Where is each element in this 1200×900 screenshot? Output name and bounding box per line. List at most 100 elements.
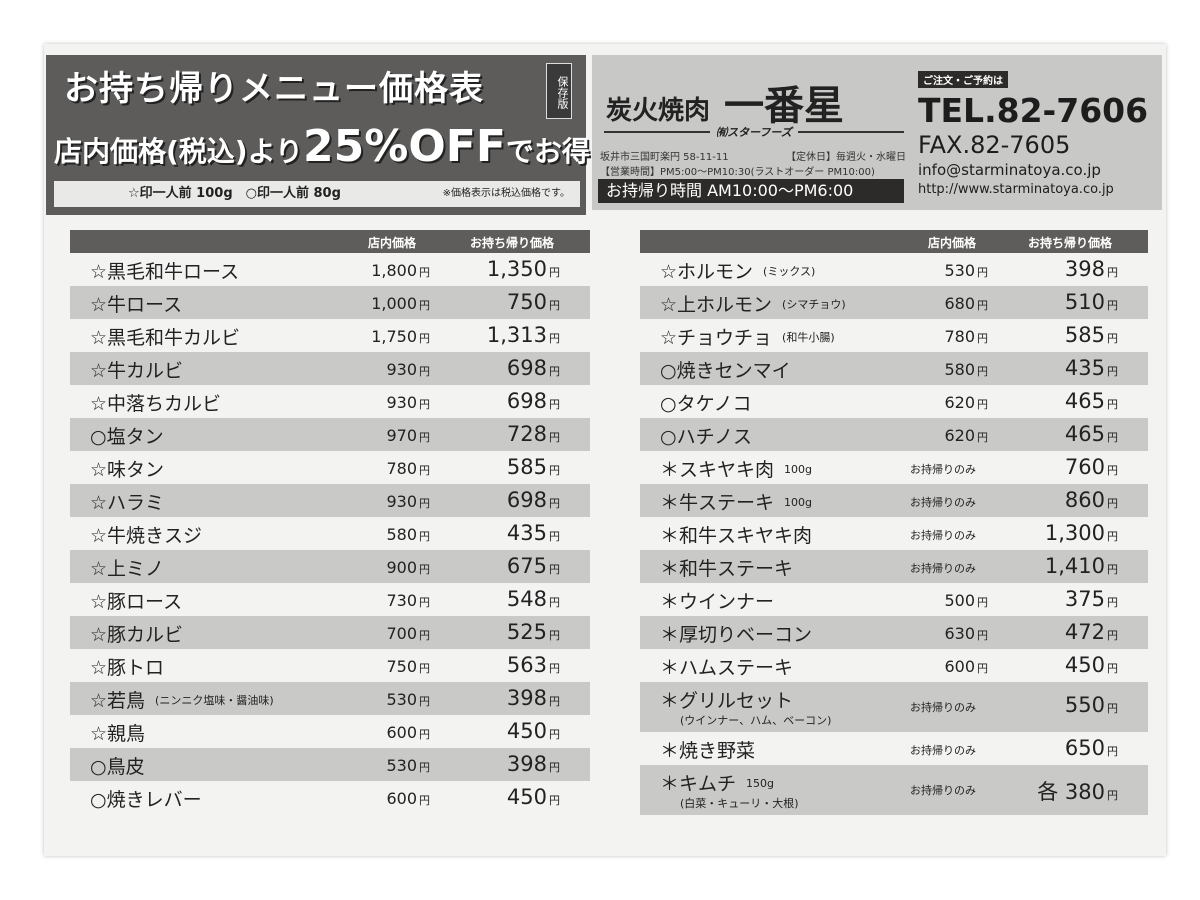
takeout-price-value: 550 [1064, 693, 1105, 717]
table-header: 店内価格 お持ち帰り価格 [640, 230, 1148, 253]
takeout-price-value: 563 [506, 653, 547, 677]
item-name-text: ＊厚切りベーコン [660, 624, 813, 646]
store-price: 630 円 [898, 624, 988, 643]
portion-text: ☆印一人前 100g ○印一人前 80g [128, 186, 341, 201]
store-price-value: 1,000 [371, 294, 417, 313]
yen-unit: 円 [419, 596, 430, 609]
item-detail: (ウインナー、ハム、ベーコン) [680, 714, 832, 727]
table-row: ☆黒毛和牛ロース 1,800 円 1,350 円 [70, 253, 590, 286]
store-price: 1,000 円 [340, 294, 430, 313]
store-price-value: 700 [386, 624, 417, 643]
yen-unit: 円 [549, 398, 560, 411]
takeout-price: 698 円 [450, 488, 560, 512]
takeout-price-value: 525 [506, 620, 547, 644]
store-price-value: 630 [944, 624, 975, 643]
takeout-price-value: 585 [506, 455, 547, 479]
table-row: ○焼きレバー 600 円 450 円 [70, 781, 590, 814]
yen-unit: 円 [977, 629, 988, 642]
table-row: ☆若鳥 (ニンニク塩味・醤油味) 530 円 398 円 [70, 682, 590, 715]
item-name: ○焼きセンマイ [660, 356, 791, 383]
takeout-price: 465 円 [1008, 389, 1118, 413]
item-name: ☆黒毛和牛ロース [90, 257, 239, 284]
store-price: 600 円 [898, 657, 988, 676]
takeout-price-value: 698 [506, 389, 547, 413]
takeout-only-label: お持帰りのみ [910, 562, 976, 575]
item-name-text: ＊スキヤキ肉 [660, 459, 775, 481]
store-price-value: 900 [386, 558, 417, 577]
takeout-price-value: 1,350 [486, 257, 547, 281]
store-price: 900 円 [340, 558, 430, 577]
takeout-price: 750 円 [450, 290, 560, 314]
item-name: ○ハチノス [660, 422, 752, 449]
store-price-value: 600 [944, 657, 975, 676]
takeout-price: 698 円 [450, 356, 560, 380]
yen-unit: 円 [549, 563, 560, 576]
discount-prefix: 店内価格(税込)より [54, 135, 304, 168]
address: 坂井市三国町楽円 58-11-11 [600, 152, 729, 163]
takeout-price-value: 375 [1064, 587, 1105, 611]
takeout-price: 398 円 [450, 752, 560, 776]
item-note: (ミックス) [763, 265, 816, 278]
website-url: http://www.starminatoya.co.jp [918, 182, 1114, 197]
closed-days: 【定休日】毎週火・水曜日 [786, 152, 906, 163]
takeout-price-value: 435 [506, 521, 547, 545]
item-name: ○鳥皮 [90, 752, 145, 779]
yen-unit: 円 [1107, 266, 1118, 279]
table-row: ＊ハムステーキ 600 円 450 円 [640, 649, 1148, 682]
yen-unit: 円 [1107, 662, 1118, 675]
table-row: ☆牛ロース 1,000 円 750 円 [70, 286, 590, 319]
yen-unit: 円 [419, 761, 430, 774]
item-name: ＊和牛ステーキ [660, 554, 793, 581]
takeout-price: 472 円 [1008, 620, 1118, 644]
shop-info: 炭火焼肉 一番星 ㈲スターフーズ 坂井市三国町楽円 58-11-11 【定休日】毎週… [592, 55, 1162, 210]
table-row: ＊焼き野菜 お持帰りのみ 650 円 [640, 732, 1148, 765]
item-name: ＊厚切りベーコン [660, 620, 812, 647]
table-row: ☆豚ロース 730 円 548 円 [70, 583, 590, 616]
item-name-text: ☆上ホルモン [660, 294, 773, 316]
item-note: 100g [784, 496, 812, 509]
discount-suffix: でお得! [505, 135, 603, 168]
table-row: ＊牛ステーキ 100g お持帰りのみ 860 円 [640, 484, 1148, 517]
takeout-price: 585 円 [1008, 323, 1118, 347]
yen-unit: 円 [419, 266, 430, 279]
yen-unit: 円 [419, 497, 430, 510]
shop-logo: 炭火焼肉 一番星 [606, 73, 844, 131]
item-name-text: ☆若鳥 [90, 690, 146, 712]
yen-unit: 円 [549, 299, 560, 312]
table-row: ☆親鳥 600 円 450 円 [70, 715, 590, 748]
takeout-price-value: 各 380 [1037, 780, 1105, 804]
item-name: ○塩タン [90, 422, 164, 449]
item-name-text: ＊グリルセット [660, 690, 794, 712]
takeout-price: 465 円 [1008, 422, 1118, 446]
store-price-value: 1,800 [371, 261, 417, 280]
table-row: ☆豚カルビ 700 円 525 円 [70, 616, 590, 649]
yen-unit: 円 [1107, 530, 1118, 543]
takeout-price-value: 450 [1064, 653, 1105, 677]
takeout-price: 1,410 円 [1008, 554, 1118, 578]
store-price-value: 1,750 [371, 327, 417, 346]
takeout-price-value: 398 [1064, 257, 1105, 281]
table-row: ○塩タン 970 円 728 円 [70, 418, 590, 451]
item-name: ☆中落ちカルビ [90, 389, 221, 416]
item-name-text: ☆豚ロース [90, 591, 183, 613]
takeout-price: 510 円 [1008, 290, 1118, 314]
takeout-price: 1,350 円 [450, 257, 560, 281]
address-line: 坂井市三国町楽円 58-11-11 【定休日】毎週火・水曜日 [600, 148, 906, 163]
menu-title: お持ち帰りメニュー価格表 [64, 69, 484, 109]
takeout-price-value: 450 [506, 785, 547, 809]
takeout-price-value: 860 [1064, 488, 1105, 512]
item-name: ☆ハラミ [90, 488, 164, 515]
table-row: ☆ハラミ 930 円 698 円 [70, 484, 590, 517]
yen-unit: 円 [977, 266, 988, 279]
table-row: ＊ウインナー 500 円 375 円 [640, 583, 1148, 616]
store-price: 530 円 [898, 261, 988, 280]
store-price: 580 円 [340, 525, 430, 544]
yen-unit: 円 [419, 563, 430, 576]
yen-unit: 円 [419, 365, 430, 378]
table-row: ＊厚切りベーコン 630 円 472 円 [640, 616, 1148, 649]
yen-unit: 円 [549, 596, 560, 609]
takeout-hours: お持帰り時間 AM10:00〜PM6:00 [598, 179, 904, 203]
tax-note: ※価格表示は税込価格です。 [442, 188, 570, 199]
item-name: ＊グリルセット [660, 686, 793, 713]
yen-unit: 円 [1107, 745, 1118, 758]
